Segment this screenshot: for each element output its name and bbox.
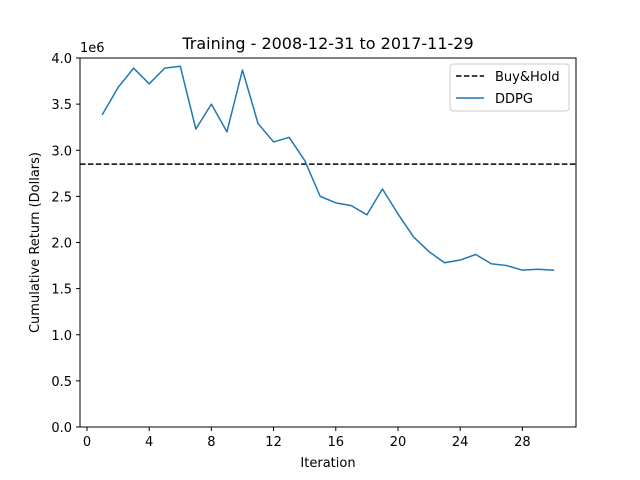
x-tick-label: 20 — [390, 435, 407, 450]
data-point-ddpg — [242, 69, 244, 71]
y-tick-label: 0.0 — [51, 421, 72, 436]
data-point-ddpg — [117, 87, 119, 89]
data-point-ddpg — [506, 265, 508, 267]
series-layer — [80, 65, 576, 271]
data-point-ddpg — [148, 83, 150, 85]
series-line-ddpg — [101, 65, 555, 271]
data-point-ddpg — [273, 141, 275, 143]
legend-label-ddpg: DDPG — [495, 92, 533, 107]
data-point-ddpg — [351, 205, 353, 207]
y-tick-label: 2.5 — [51, 190, 72, 205]
data-point-ddpg — [522, 269, 524, 271]
x-tick-label: 16 — [328, 435, 345, 450]
data-point-ddpg — [179, 66, 181, 68]
x-tick-label: 4 — [145, 435, 153, 450]
chart-title: Training - 2008-12-31 to 2017-11-29 — [181, 34, 473, 53]
y-offset-label: 1e6 — [80, 41, 105, 56]
legend-label-buy-hold: Buy&Hold — [495, 70, 560, 85]
data-point-ddpg — [537, 268, 539, 270]
x-tick-label: 12 — [265, 435, 282, 450]
data-point-ddpg — [475, 254, 477, 256]
data-point-ddpg — [428, 251, 430, 253]
data-point-ddpg — [195, 128, 197, 130]
data-point-ddpg — [319, 196, 321, 198]
y-tick-label: 4.0 — [51, 52, 72, 67]
data-point-ddpg — [366, 214, 368, 216]
data-point-ddpg — [490, 263, 492, 265]
x-tick-label: 0 — [83, 435, 91, 450]
x-axis-label: Iteration — [300, 456, 355, 471]
ticks-layer: 0 4 8 12 16 20 24 28 0.0 0.5 1.0 1.5 2.0 2.5 3.0 3.5 4.0 — [51, 52, 530, 450]
y-tick-label: 3.5 — [51, 98, 72, 113]
data-point-ddpg — [459, 259, 461, 261]
y-axis-label: Cumulative Return (Dollars) — [28, 152, 43, 333]
x-tick-label: 24 — [452, 435, 469, 450]
y-tick-label: 0.5 — [51, 375, 72, 390]
data-point-ddpg — [102, 113, 104, 115]
y-tick-label: 3.0 — [51, 144, 72, 159]
data-point-ddpg — [288, 137, 290, 139]
y-tick-label: 1.5 — [51, 283, 72, 298]
data-point-ddpg — [257, 123, 259, 125]
y-tick-label: 1.0 — [51, 329, 72, 344]
data-point-ddpg — [444, 262, 446, 264]
data-point-ddpg — [413, 236, 415, 238]
y-tick-label: 2.0 — [51, 237, 72, 252]
data-point-ddpg — [335, 202, 337, 204]
x-tick-label: 8 — [207, 435, 215, 450]
data-point-ddpg — [397, 213, 399, 215]
data-point-ddpg — [382, 188, 384, 190]
data-point-ddpg — [211, 103, 213, 105]
plot-area-frame — [79, 57, 577, 428]
data-point-ddpg — [164, 67, 166, 69]
data-point-ddpg — [226, 131, 228, 133]
legend: Buy&Hold DDPG — [449, 63, 570, 112]
x-tick-label: 28 — [514, 435, 531, 450]
data-point-ddpg — [133, 67, 135, 69]
data-point-ddpg — [304, 160, 306, 162]
data-point-ddpg — [553, 269, 555, 271]
